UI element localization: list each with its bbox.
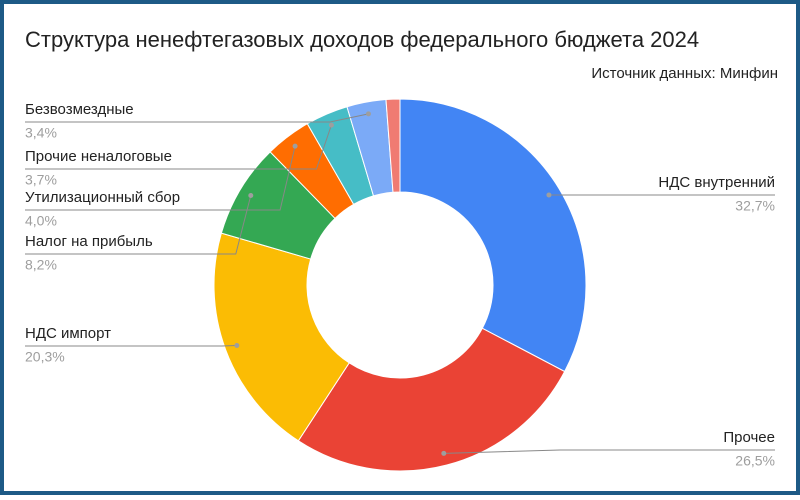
slice-value-label: 4,0% [25, 213, 57, 229]
slice-label: Прочие неналоговые [25, 148, 172, 165]
slice-value-label: 26,5% [735, 453, 775, 469]
chart-title: Структура ненефтегазовых доходов федерал… [25, 27, 699, 52]
leader-dot [366, 111, 371, 116]
slice-label: Безвозмездные [25, 101, 134, 118]
leader-dot [234, 343, 239, 348]
slice-label: Утилизационный сбор [25, 189, 180, 206]
leader-dot [546, 193, 551, 198]
slice-value-label: 20,3% [25, 349, 65, 365]
slice-value-label: 32,7% [735, 198, 775, 214]
slice-label: Прочее [723, 429, 775, 446]
leader-dot [248, 193, 253, 198]
slice-value-label: 8,2% [25, 257, 57, 273]
slice-label: НДС внутренний [658, 174, 775, 191]
leader-line [25, 345, 237, 346]
chart-subtitle: Источник данных: Минфин [591, 65, 778, 82]
slice-label: НДС импорт [25, 325, 111, 342]
leader-dot [441, 451, 446, 456]
slice-label: Налог на прибыль [25, 233, 153, 250]
slice-value-label: 3,4% [25, 125, 57, 141]
leader-dot [329, 123, 334, 128]
leader-dot [293, 144, 298, 149]
slice-value-label: 3,7% [25, 172, 57, 188]
